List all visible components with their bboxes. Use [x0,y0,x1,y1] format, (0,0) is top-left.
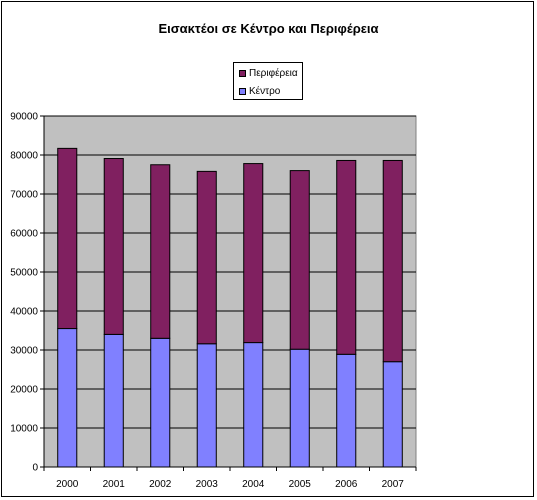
bar-periphery [243,163,264,344]
bar-center [150,337,171,468]
bar-center [382,361,403,468]
legend-label-periphery: Περιφέρεια [249,68,298,79]
bar-center [196,343,217,468]
chart-title: Εισακτέοι σε Κέντρο και Περιφέρεια [158,21,379,36]
y-tick-label: 60000 [10,229,38,240]
bar-periphery [382,159,403,363]
bar-center [243,342,264,468]
bar-center [57,328,78,468]
bar-center [103,333,124,468]
y-tick-label: 50000 [10,268,38,279]
plot-area [43,115,417,468]
y-tick-label: 30000 [10,346,38,357]
x-tick-label: 2002 [149,479,172,490]
y-tick-label: 40000 [10,307,38,318]
x-tick-label: 2005 [289,479,312,490]
x-tick-label: 2000 [56,479,79,490]
y-tick-label: 20000 [10,385,38,396]
x-tick-label: 2007 [382,479,405,490]
y-tick-label: 10000 [10,424,38,435]
y-tick-label: 80000 [10,151,38,162]
y-tick-label: 70000 [10,190,38,201]
bar-periphery [289,170,310,350]
chart-legend: Περιφέρεια Κέντρο [233,62,303,100]
legend-swatch-center [239,88,246,95]
x-tick-label: 2001 [103,479,126,490]
bar-periphery [150,164,171,339]
bar-periphery [57,147,78,330]
y-tick-label: 0 [32,463,38,474]
legend-swatch-periphery [239,70,246,77]
x-tick-label: 2006 [335,479,358,490]
bar-periphery [103,158,124,335]
x-tick-label: 2004 [242,479,265,490]
bar-periphery [196,170,217,345]
y-tick-label: 90000 [10,112,38,123]
bar-center [336,353,357,468]
bar-periphery [336,159,357,355]
legend-label-center: Κέντρο [249,86,281,97]
bar-center [289,348,310,468]
x-tick-label: 2003 [196,479,219,490]
